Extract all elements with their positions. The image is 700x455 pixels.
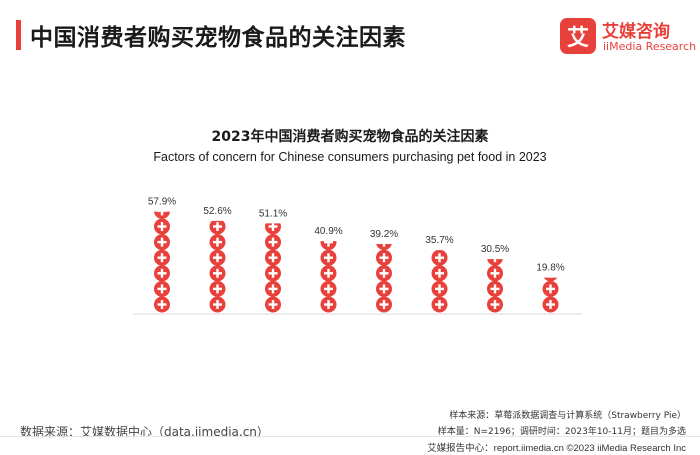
plus-circle-icon bbox=[265, 296, 281, 313]
plus-circle-icon bbox=[376, 280, 392, 297]
plus-circle-icon bbox=[320, 249, 337, 266]
plus-circle-icon bbox=[542, 296, 559, 313]
plus-circle-icon bbox=[431, 280, 448, 297]
plus-circle-icon bbox=[154, 280, 170, 297]
bar-icon-stack bbox=[376, 244, 392, 313]
data-label: 19.8% bbox=[536, 263, 564, 274]
bar-icon-stack bbox=[320, 241, 337, 313]
plus-circle-icon bbox=[209, 234, 226, 251]
plus-circle-icon bbox=[209, 280, 226, 297]
bar-icon-stack bbox=[265, 223, 281, 313]
brand-logo-icon: 艾 bbox=[560, 18, 596, 54]
plus-circle-icon bbox=[154, 218, 170, 235]
page-title: 中国消费者购买宠物食品的关注因素 bbox=[30, 25, 406, 51]
data-label: 35.7% bbox=[425, 235, 453, 246]
sample-info-note: 样本量：N=2196；调研时间：2023年10-11月；题目为多选 bbox=[437, 427, 686, 437]
bar-1: 57.9% bbox=[148, 197, 176, 313]
plus-circle-icon bbox=[487, 280, 503, 297]
data-label: 39.2% bbox=[370, 229, 398, 240]
plus-circle-icon bbox=[376, 265, 392, 282]
plus-circle-icon bbox=[431, 250, 448, 266]
plus-circle-icon bbox=[320, 280, 337, 297]
bar-8: 19.8% bbox=[536, 263, 565, 313]
brand-logo-block: 艾 艾媒咨询 iiMedia Research bbox=[560, 18, 696, 58]
bar-3: 51.1% bbox=[259, 208, 287, 313]
plus-circle-icon bbox=[542, 280, 559, 297]
plus-circle-icon bbox=[431, 296, 448, 313]
plus-circle-icon bbox=[154, 296, 170, 313]
bar-icon-stack bbox=[487, 259, 503, 313]
data-label: 30.5% bbox=[481, 244, 509, 255]
plus-circle-icon bbox=[320, 265, 337, 282]
plus-circle-icon bbox=[543, 277, 558, 282]
plus-circle-icon bbox=[376, 244, 392, 251]
plus-circle-icon bbox=[154, 249, 170, 266]
plus-circle-icon bbox=[320, 296, 337, 313]
brand-name-cn: 艾媒咨询 bbox=[602, 22, 670, 42]
data-label: 57.9% bbox=[148, 197, 176, 208]
bar-icon-stack bbox=[209, 220, 226, 313]
plus-circle-icon bbox=[154, 211, 170, 219]
plus-circle-icon bbox=[265, 280, 281, 297]
bar-icon-stack bbox=[542, 277, 559, 313]
bar-2: 52.6% bbox=[203, 206, 232, 313]
title-accent-bar bbox=[16, 20, 21, 50]
plus-circle-icon bbox=[487, 259, 503, 266]
plus-circle-icon bbox=[265, 265, 281, 282]
plus-circle-icon bbox=[209, 249, 226, 266]
plus-circle-icon bbox=[154, 234, 170, 251]
bar-4: 40.9% bbox=[314, 226, 343, 313]
brand-name-en: iiMedia Research bbox=[603, 40, 697, 53]
plus-circle-icon bbox=[376, 296, 392, 313]
report-center-footer: 艾媒报告中心：report.iimedia.cn ©2023 iiMedia R… bbox=[427, 443, 686, 454]
plus-circle-icon bbox=[376, 249, 392, 266]
bar-5: 39.2% bbox=[370, 229, 398, 313]
chart-title: 2023年中国消费者购买宠物食品的关注因素 bbox=[211, 129, 489, 145]
data-source: 数据来源：艾媒数据中心（data.iimedia.cn） bbox=[20, 425, 269, 439]
bar-6: 35.7% bbox=[425, 235, 454, 313]
sample-source-note: 样本来源：草莓派数据调查与计算系统（Strawberry Pie） bbox=[449, 411, 686, 421]
chart-subtitle: Factors of concern for Chinese consumers… bbox=[153, 150, 547, 164]
plus-circle-icon bbox=[487, 296, 503, 313]
bar-icon-stack bbox=[431, 250, 448, 313]
plus-circle-icon bbox=[209, 265, 226, 282]
data-label: 52.6% bbox=[203, 206, 231, 217]
plus-circle-icon bbox=[209, 296, 226, 313]
plus-circle-icon bbox=[265, 249, 281, 266]
data-label: 40.9% bbox=[314, 226, 342, 237]
plus-circle-icon bbox=[431, 265, 448, 282]
footer-divider bbox=[0, 436, 700, 437]
plus-circle-icon bbox=[154, 265, 170, 282]
bar-icon-stack bbox=[154, 211, 170, 313]
plus-circle-icon bbox=[209, 220, 226, 235]
plus-circle-icon bbox=[320, 241, 337, 251]
bar-7: 30.5% bbox=[481, 244, 509, 313]
plus-circle-icon bbox=[265, 223, 281, 235]
plus-circle-icon bbox=[487, 265, 503, 282]
plus-circle-icon bbox=[265, 234, 281, 251]
data-label: 51.1% bbox=[259, 208, 287, 219]
